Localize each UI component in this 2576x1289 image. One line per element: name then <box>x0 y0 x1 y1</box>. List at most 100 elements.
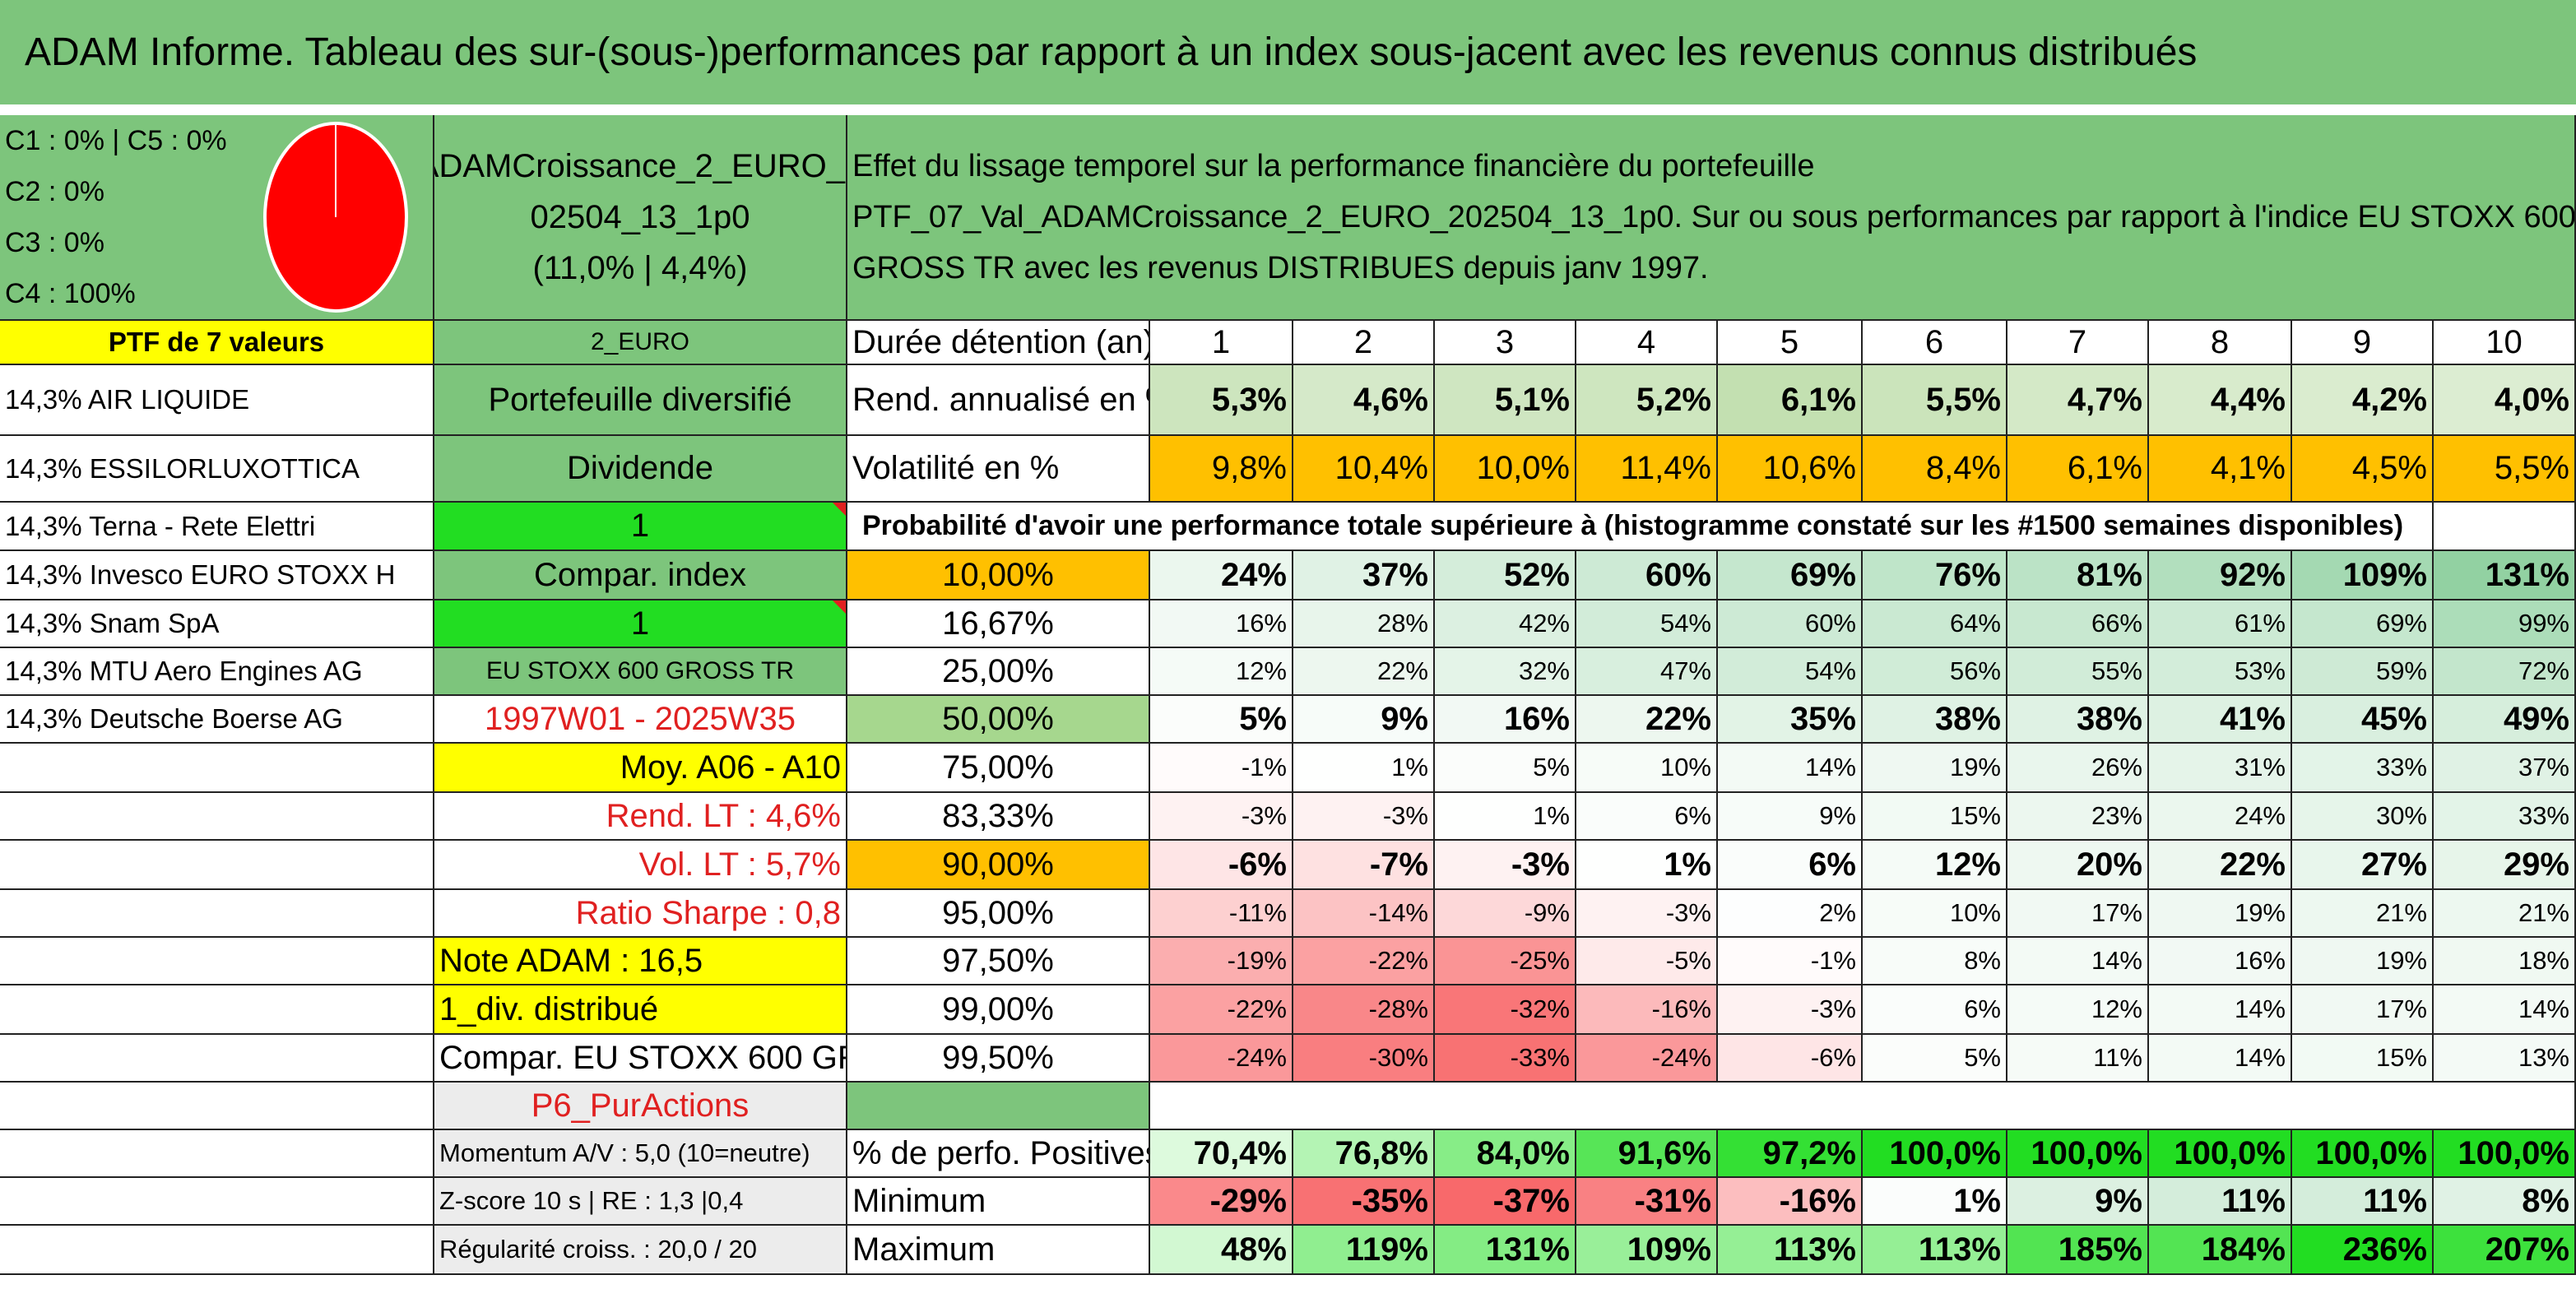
portfolio-size-label: PTF de 7 valeurs <box>0 321 434 365</box>
stat-value: 84,0% <box>1435 1130 1576 1178</box>
percentile-value: 18% <box>2434 938 2576 985</box>
percentile-value: -24% <box>1576 1035 1718 1083</box>
percentile-value: 28% <box>1293 600 1435 648</box>
percentile-value: -30% <box>1293 1035 1435 1083</box>
percentile-label: 99,00% <box>847 985 1150 1035</box>
percentile-label: 99,50% <box>847 1035 1150 1083</box>
percentile-value: -28% <box>1293 985 1435 1035</box>
percentile-value: 55% <box>2007 648 2149 696</box>
percentile-label: 83,33% <box>847 793 1150 841</box>
percentile-value: 16% <box>1150 600 1293 648</box>
indicator-value: 1 <box>434 600 847 648</box>
percentile-value: -3% <box>1293 793 1435 841</box>
percentile-value: 11% <box>2007 1035 2149 1083</box>
percentile-value: 2% <box>1718 890 1863 938</box>
percentile-value: 12% <box>1150 648 1293 696</box>
regularity-info: Régularité croiss. : 20,0 / 20 <box>434 1226 847 1275</box>
volatility-value: 10,4% <box>1293 436 1435 503</box>
percentile-value: -33% <box>1435 1035 1576 1083</box>
empty-cell <box>0 744 434 793</box>
period-range: 1997W01 - 2025W35 <box>434 696 847 744</box>
percentile-value: 30% <box>2292 793 2434 841</box>
percentile-value: 56% <box>1863 648 2007 696</box>
percentile-value: 8% <box>1863 938 2007 985</box>
percentile-value: 24% <box>2149 793 2292 841</box>
percentile-value: 9% <box>1718 793 1863 841</box>
stat-value: 113% <box>1718 1226 1863 1275</box>
percentile-value: 69% <box>2292 600 2434 648</box>
portfolio-description: Effet du lissage temporel sur la perform… <box>847 115 2576 321</box>
percentile-label: 50,00% <box>847 696 1150 744</box>
percentile-value: 60% <box>1718 600 1863 648</box>
stat-value: 100,0% <box>2149 1130 2292 1178</box>
year-header: 4 <box>1576 321 1718 365</box>
percentile-value: -6% <box>1150 841 1293 890</box>
stat-value: 100,0% <box>2007 1130 2149 1178</box>
percentile-value: 31% <box>2149 744 2292 793</box>
volatility-value: 4,1% <box>2149 436 2292 503</box>
percentile-value: -3% <box>1150 793 1293 841</box>
percentile-value: 19% <box>2149 890 2292 938</box>
percentile-value: 10% <box>1863 890 2007 938</box>
annual-return-value: 5,3% <box>1150 365 1293 436</box>
percentile-value: 1% <box>1576 841 1718 890</box>
percentile-value: -3% <box>1576 890 1718 938</box>
percentile-value: 14% <box>2007 938 2149 985</box>
percentile-value: 131% <box>2434 551 2576 600</box>
percentile-value: -22% <box>1293 938 1435 985</box>
percentile-value: 10% <box>1576 744 1718 793</box>
empty-cell <box>0 1226 434 1275</box>
benchmark-name: EU STOXX 600 GROSS TR <box>434 648 847 696</box>
percentile-value: 20% <box>2007 841 2149 890</box>
stat-value: 207% <box>2434 1226 2576 1275</box>
holding-row: 14,3% Invesco EURO STOXX H <box>0 551 434 600</box>
year-header: 7 <box>2007 321 2149 365</box>
stat-value: 100,0% <box>1863 1130 2007 1178</box>
holding-row: 14,3% AIR LIQUIDE <box>0 365 434 436</box>
percentile-label: 95,00% <box>847 890 1150 938</box>
percentile-value: 15% <box>2292 1035 2434 1083</box>
percentile-value: 81% <box>2007 551 2149 600</box>
text-line: ADAMCroissance_2_EURO_2 <box>434 148 847 184</box>
stat-label: Minimum <box>847 1178 1150 1226</box>
dividend-mode: 1_div. distribué <box>434 985 847 1035</box>
stat-value: -35% <box>1293 1178 1435 1226</box>
percentile-value: 64% <box>1863 600 2007 648</box>
percentile-value: 24% <box>1150 551 1293 600</box>
percentile-value: 14% <box>2149 1035 2292 1083</box>
percentile-value: 17% <box>2007 890 2149 938</box>
percentile-value: 1% <box>1293 744 1435 793</box>
percentile-value: 12% <box>2007 985 2149 1035</box>
holding-row: 14,3% Deutsche Boerse AG <box>0 696 434 744</box>
year-header: 6 <box>1863 321 2007 365</box>
empty-cell <box>0 1083 434 1130</box>
stat-value: 70,4% <box>1150 1130 1293 1178</box>
probability-caption: Probabilité d'avoir une performance tota… <box>847 503 2434 551</box>
percentile-value: 29% <box>2434 841 2576 890</box>
stat-value: -16% <box>1718 1178 1863 1226</box>
stat-value: 91,6% <box>1576 1130 1718 1178</box>
year-header: 2 <box>1293 321 1435 365</box>
percentile-value: 32% <box>1435 648 1576 696</box>
adam-score: Note ADAM : 16,5 <box>434 938 847 985</box>
volatility-value: 11,4% <box>1576 436 1718 503</box>
percentile-value: -32% <box>1435 985 1576 1035</box>
pie-legend: C1 : 0% | C5 : 0% C2 : 0% C3 : 0% C4 : 100% <box>5 115 227 319</box>
stat-value: 76,8% <box>1293 1130 1435 1178</box>
empty-cell <box>0 841 434 890</box>
percentile-value: 14% <box>2434 985 2576 1035</box>
year-header: 9 <box>2292 321 2434 365</box>
percentile-value: 53% <box>2149 648 2292 696</box>
volatility-value: 6,1% <box>2007 436 2149 503</box>
stat-label: % de perfo. Positives <box>847 1130 1150 1178</box>
empty-cell <box>0 938 434 985</box>
percentile-value: 92% <box>2149 551 2292 600</box>
percentile-value: 41% <box>2149 696 2292 744</box>
percentile-value: -22% <box>1150 985 1293 1035</box>
percentile-value: 22% <box>1293 648 1435 696</box>
percentile-value: 23% <box>2007 793 2149 841</box>
percentile-value: -25% <box>1435 938 1576 985</box>
pie-legend-item: C2 : 0% <box>5 176 104 207</box>
percentile-value: 42% <box>1435 600 1576 648</box>
empty-cell <box>847 1083 1150 1130</box>
